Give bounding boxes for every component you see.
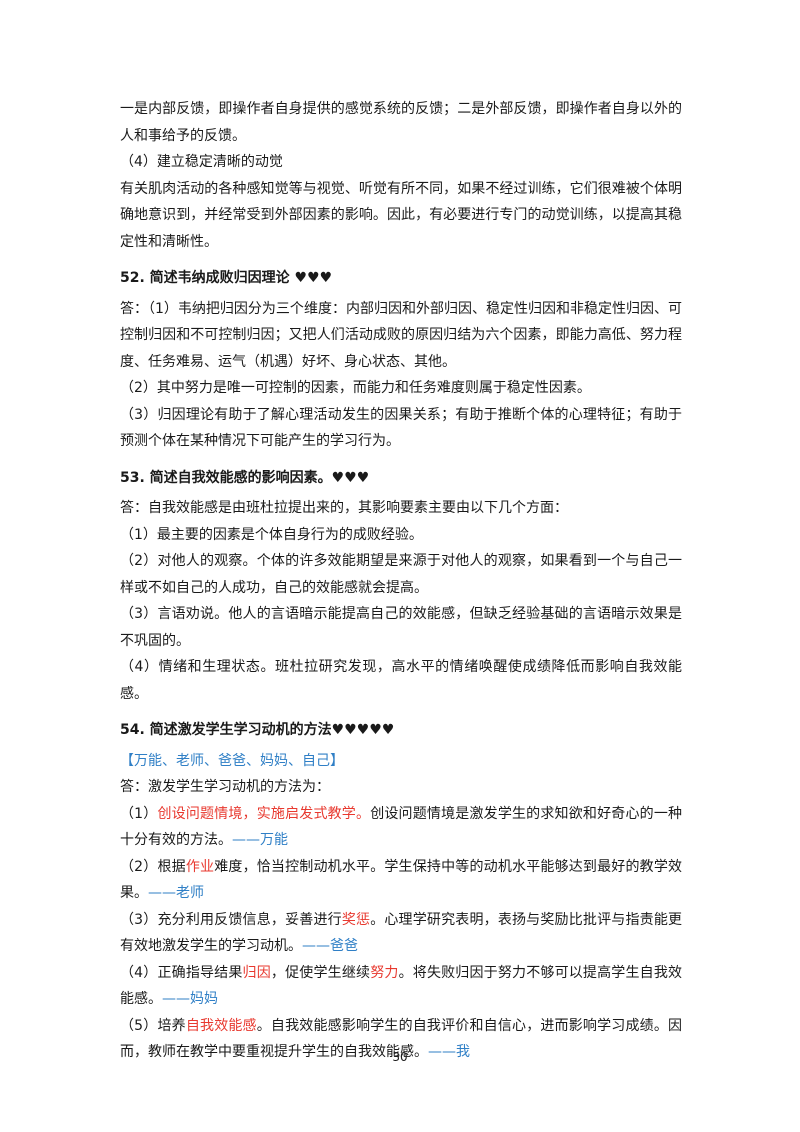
text-run: 归因 [242, 964, 271, 981]
text-run: ——爸爸 [302, 938, 358, 954]
paragraph: （1）最主要的因素是个体自身行为的成败经验。 [120, 522, 682, 549]
text-run: 答：（1）韦纳把归因分为三个维度：内部归因和外部归因、稳定性归因和非稳定性归因、… [120, 300, 682, 370]
text-run: （3）言语劝说。他人的言语暗示能提高自己的效能感，但缺乏经验基础的言语暗示效果是… [120, 606, 682, 649]
paragraph: （1）创设问题情境，实施启发式教学。创设问题情境是激发学生的求知欲和好奇心的一种… [120, 801, 682, 854]
text-run: 努力 [370, 964, 399, 981]
text-run: ，促使学生继续 [270, 964, 371, 981]
text-run: 【万能、老师、爸爸、妈妈、自己】 [120, 752, 344, 769]
text-run: ——我 [428, 1044, 470, 1060]
section-heading: 54. 简述激发学生学习动机的方法♥♥♥♥♥ [120, 722, 395, 738]
text-run: （1） [120, 805, 158, 822]
text-run: ——老师 [148, 885, 204, 901]
paragraph: （5）培养自我效能感。自我效能感影响学生的自我评价和自信心，进而影响学习成绩。因… [120, 1013, 682, 1066]
text-run: （2）根据 [120, 858, 186, 875]
text-run: （1）最主要的因素是个体自身行为的成败经验。 [120, 526, 423, 543]
text-run: （4）情绪和生理状态。班杜拉研究发现，高水平的情绪唤醒使成绩降低而影响自我效能感… [120, 659, 682, 702]
paragraph: （4）正确指导结果归因，促使学生继续努力。将失败归因于努力不够可以提高学生自我效… [120, 960, 682, 1013]
text-run: 。心理学研究表明，表扬与奖励比批评与指责能更有效地激发学生的学习动机。 [120, 911, 682, 955]
text-run: 难度，恰当控制动机水平。学生保持中等的动机水平能够达到最好的教学效果。 [120, 858, 683, 902]
text-run: （2）对他人的观察。个体的许多效能期望是来源于对他人的观察，如果看到一个与自己一… [120, 553, 682, 596]
paragraph: （4）情绪和生理状态。班杜拉研究发现，高水平的情绪唤醒使成绩降低而影响自我效能感… [120, 654, 682, 707]
text-run: 一是内部反馈，即操作者自身提供的感觉系统的反馈；二是外部反馈，即操作者自身以外的… [120, 101, 682, 144]
paragraph: 【万能、老师、爸爸、妈妈、自己】 [120, 748, 682, 775]
text-run: （3）充分利用反馈信息，妥善进行 [120, 911, 342, 928]
text-run: （4）正确指导结果 [120, 964, 243, 981]
paragraph: （2）对他人的观察。个体的许多效能期望是来源于对他人的观察，如果看到一个与自己一… [120, 548, 682, 601]
paragraph: （2）根据作业难度，恰当控制动机水平。学生保持中等的动机水平能够达到最好的教学效… [120, 854, 682, 907]
paragraph: 答：激发学生学习动机的方法为： [120, 774, 682, 801]
paragraph: （3）归因理论有助于了解心理活动发生的因果关系；有助于推断个体的心理特征；有助于… [120, 402, 682, 455]
text-run: 奖惩 [341, 911, 371, 928]
paragraph: （3）充分利用反馈信息，妥善进行奖惩。心理学研究表明，表扬与奖励比批评与指责能更… [120, 907, 682, 960]
paragraph: 有关肌肉活动的各种感知觉等与视觉、听觉有所不同，如果不经过训练，它们很难被个体明… [120, 176, 682, 256]
content: 一是内部反馈，即操作者自身提供的感觉系统的反馈；二是外部反馈，即操作者自身以外的… [120, 96, 682, 1066]
text-run: （4）建立稳定清晰的动觉 [120, 154, 283, 170]
text-run: 答：自我效能感是由班杜拉提出来的，其影响要素主要由以下几个方面： [120, 500, 568, 516]
section-heading: 53. 简述自我效能感的影响因素。♥♥♥ [120, 469, 370, 486]
page-number: 30 [392, 1050, 408, 1064]
text-run: （2）其中努力是唯一可控制的因素，而能力和任务难度则属于稳定性因素。 [120, 380, 591, 396]
section-heading: 52. 简述韦纳成败归因理论 ♥♥♥ [120, 270, 333, 286]
text-run: （5）培养 [120, 1017, 186, 1034]
text-run: 创设问题情境，实施启发式教学。 [157, 805, 371, 822]
paragraph: （3）言语劝说。他人的言语暗示能提高自己的效能感，但缺乏经验基础的言语暗示效果是… [120, 601, 682, 654]
text-run: （3）归因理论有助于了解心理活动发生的因果关系；有助于推断个体的心理特征；有助于… [120, 406, 682, 450]
paragraph: （4）建立稳定清晰的动觉 [120, 149, 682, 176]
paragraph: （2）其中努力是唯一可控制的因素，而能力和任务难度则属于稳定性因素。 [120, 375, 682, 402]
paragraph: 一是内部反馈，即操作者自身提供的感觉系统的反馈；二是外部反馈，即操作者自身以外的… [120, 96, 682, 149]
text-run: 有关肌肉活动的各种感知觉等与视觉、听觉有所不同，如果不经过训练，它们很难被个体明… [120, 180, 682, 250]
paragraph: 答：（1）韦纳把归因分为三个维度：内部归因和外部归因、稳定性归因和非稳定性归因、… [120, 296, 682, 376]
text-run: ——妈妈 [162, 991, 218, 1007]
text-run: ——万能 [232, 832, 288, 848]
text-run: 作业 [185, 858, 215, 875]
paragraph: 答：自我效能感是由班杜拉提出来的，其影响要素主要由以下几个方面： [120, 495, 682, 522]
text-run: 。自我效能感影响学生的自我评价和自信心，进而影响学习成绩。因而，教师在教学中要重… [120, 1017, 683, 1061]
text-run: 。将失败归因于努力不够可以提高学生自我效能感。 [120, 964, 683, 1008]
text-run: 创设问题情境是激发学生的求知欲和好奇心的一种十分有效的方法。 [120, 805, 682, 849]
text-run: 自我效能感 [185, 1017, 257, 1034]
text-run: 答：激发学生学习动机的方法为： [120, 779, 330, 795]
